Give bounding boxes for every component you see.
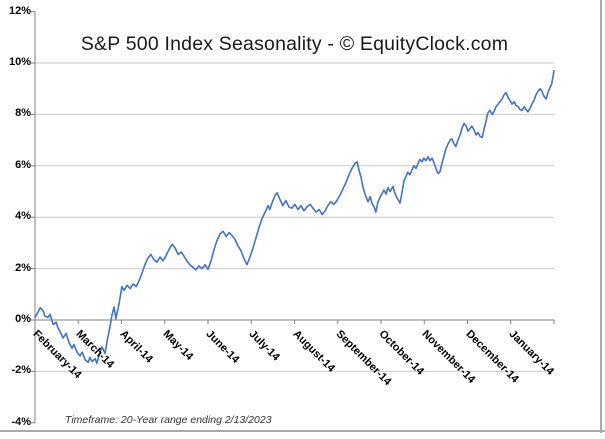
y-axis-label: -4%	[11, 415, 31, 428]
y-axis-label: 2%	[15, 261, 31, 274]
right-border	[600, 0, 602, 433]
timeframe-note: Timeframe: 20-Year range ending 2/13/202…	[65, 414, 272, 426]
y-axis-label: 0%	[15, 313, 31, 325]
bottom-border	[0, 430, 605, 432]
seasonality-line	[34, 69, 555, 365]
chart-title: S&P 500 Index Seasonality - © EquityCloc…	[80, 33, 509, 55]
y-axis-label: 10%	[8, 56, 31, 68]
y-axis-label: 12%	[8, 4, 31, 17]
y-axis-label: 6%	[15, 158, 31, 171]
y-axis-label: 8%	[15, 107, 31, 120]
y-axis-label: -2%	[11, 364, 31, 377]
y-axis-label: 4%	[15, 210, 31, 223]
